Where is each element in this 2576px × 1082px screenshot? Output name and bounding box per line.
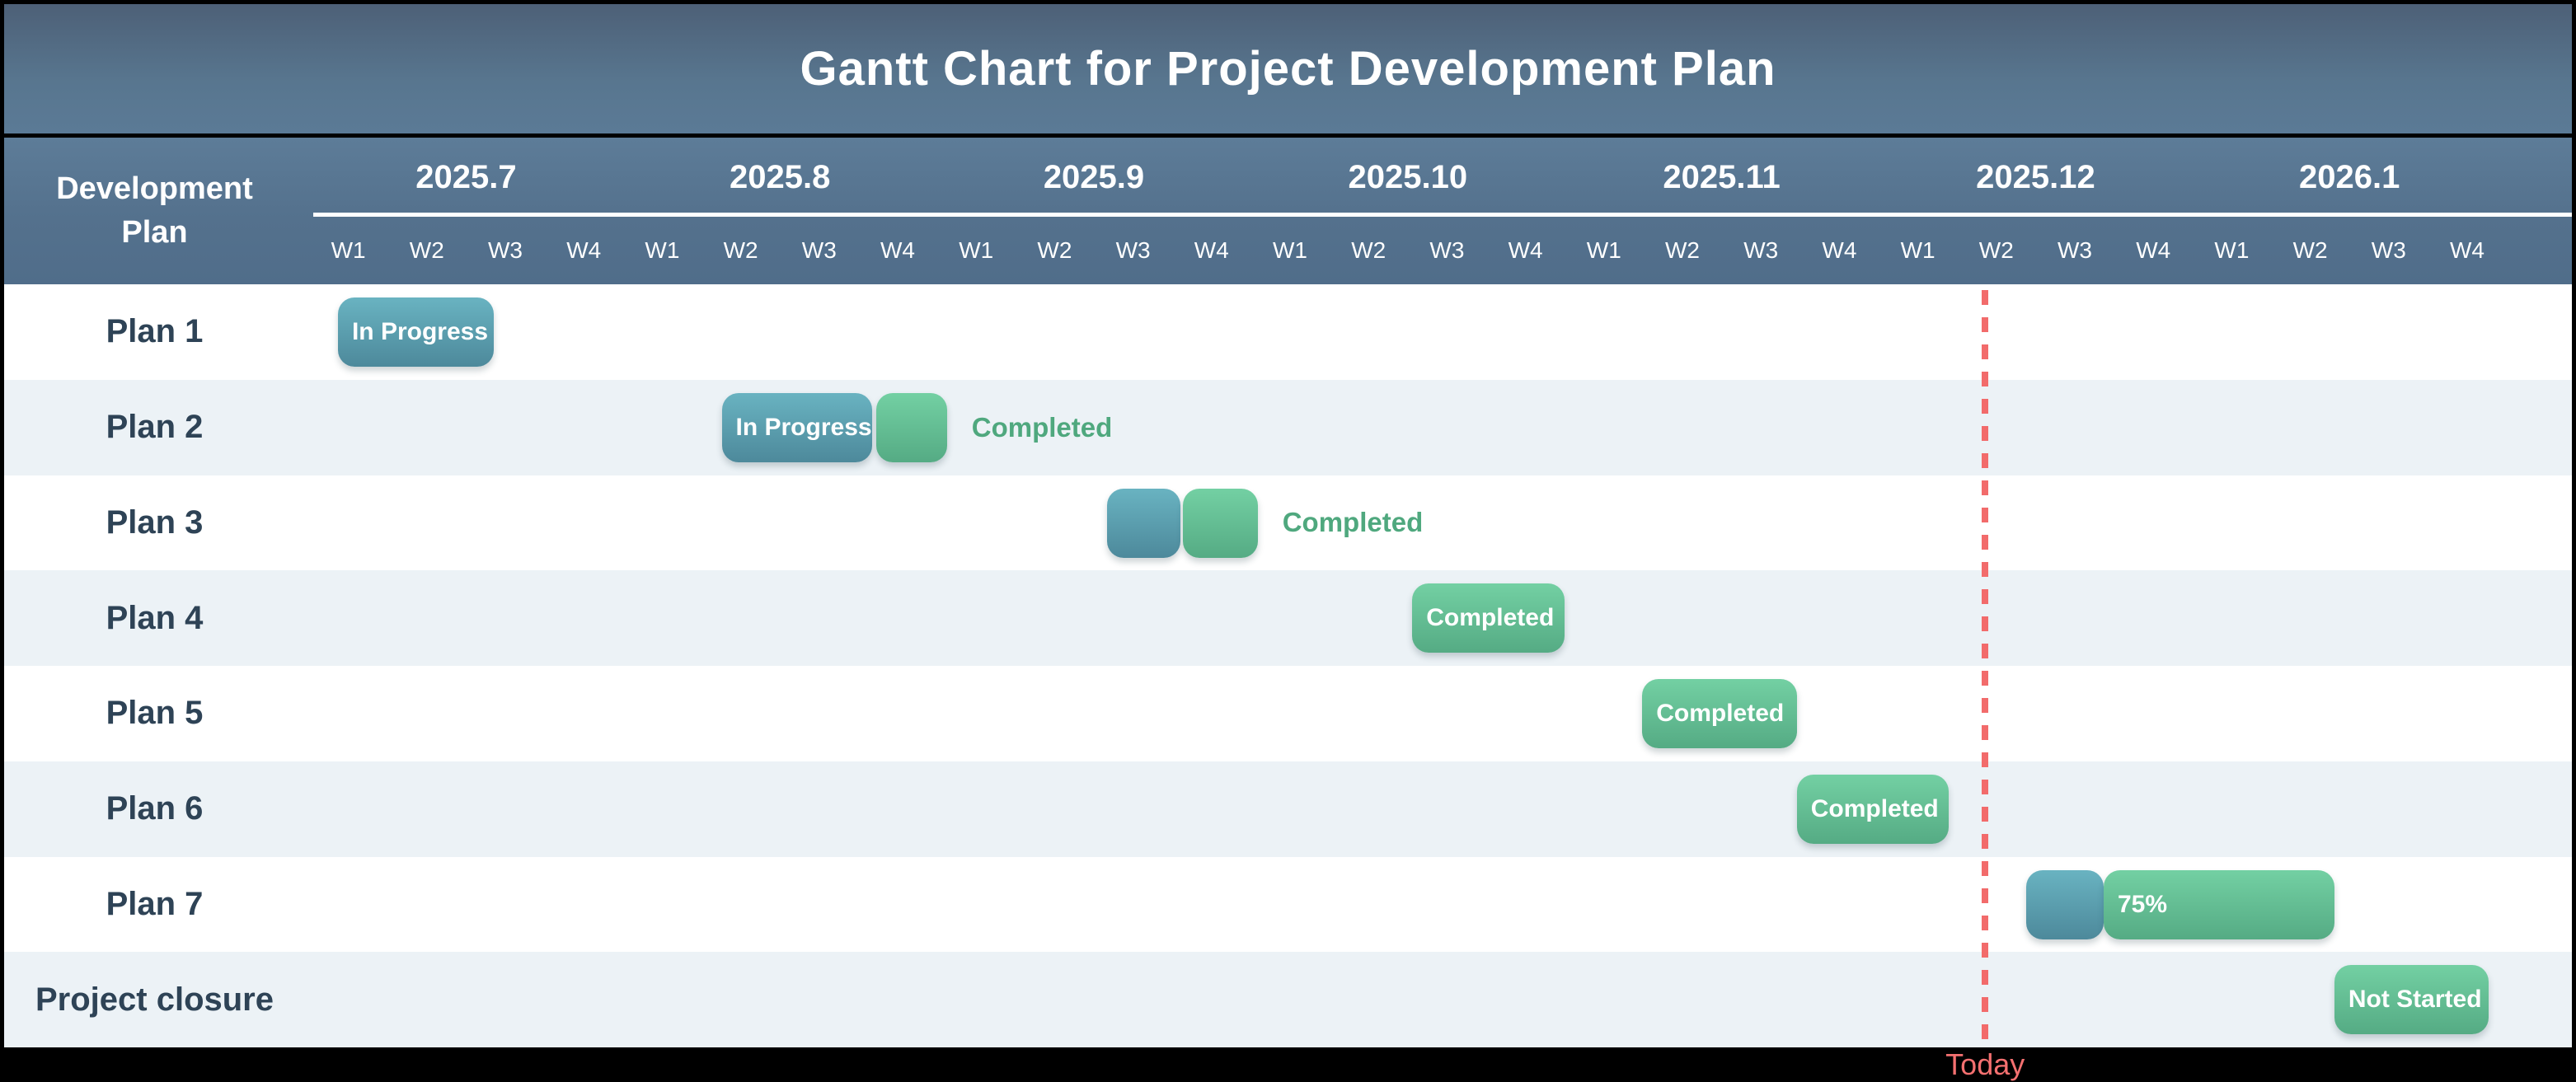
bar-label: Not Started <box>2348 986 2482 1014</box>
today-label: Today <box>1945 1047 2025 1081</box>
row-side-status-label: Completed <box>971 411 1113 443</box>
week-label: W3 <box>1743 237 1779 263</box>
gantt-row: Plan 7 75% <box>4 857 2572 953</box>
gantt-bar[interactable]: 75% <box>2103 869 2334 939</box>
week-label: W4 <box>2136 237 2171 263</box>
month-label: 2025.10 <box>1348 158 1468 195</box>
month-label: 2025.12 <box>1976 158 2095 195</box>
gantt-bar[interactable] <box>1183 488 1258 558</box>
row-label: Plan 4 <box>106 599 204 636</box>
today-line <box>1982 290 1989 1042</box>
row-label: Plan 2 <box>106 409 204 446</box>
week-label: W1 <box>1272 237 1307 263</box>
bottom-bar: Today <box>0 1047 2576 1082</box>
week-label: W2 <box>1664 237 1700 263</box>
gantt-bar[interactable]: Completed <box>1796 774 1950 844</box>
week-label: W4 <box>1822 237 1857 263</box>
gantt-bar[interactable]: Completed <box>1412 583 1565 653</box>
week-label: W1 <box>1900 237 1936 263</box>
week-label: W3 <box>487 237 523 263</box>
row-label: Project closure <box>35 981 274 1018</box>
week-label: W3 <box>1429 237 1465 263</box>
gantt-row: Plan 3 Completed <box>4 475 2572 571</box>
bar-label: In Progress <box>351 318 489 345</box>
week-label: W1 <box>959 237 994 263</box>
month-label: 2025.11 <box>1663 158 1781 195</box>
month-underline <box>313 213 2572 217</box>
gantt-bar[interactable]: Completed <box>1642 679 1797 748</box>
gantt-row: Plan 6 Completed <box>4 761 2572 857</box>
month-label: 2025.7 <box>415 158 517 195</box>
week-label: W3 <box>801 237 837 263</box>
gantt-row: Project closure Not Started <box>4 952 2572 1047</box>
week-label: W3 <box>1115 237 1151 263</box>
week-label: W2 <box>1037 237 1072 263</box>
month-label: 2025.8 <box>730 158 831 195</box>
row-side-status-label: Completed <box>1282 507 1424 538</box>
week-label: W4 <box>880 237 915 263</box>
week-label: W4 <box>1508 237 1543 263</box>
gantt-bar[interactable]: Not Started <box>2334 965 2489 1035</box>
week-label: W1 <box>331 237 366 263</box>
gantt-row: Plan 2 In Progress Completed <box>4 379 2572 475</box>
row-label: Plan 7 <box>106 885 204 922</box>
week-label: W4 <box>2449 237 2485 263</box>
week-label: W1 <box>1586 237 1621 263</box>
week-label: W3 <box>2371 237 2406 263</box>
gantt-row: Plan 4 Completed <box>4 570 2572 666</box>
week-label: W3 <box>2057 237 2092 263</box>
bar-label: In Progress <box>735 413 872 441</box>
corner-header-line1: Development <box>56 171 253 206</box>
gantt-row: Plan 5 Completed <box>4 666 2572 761</box>
corner-header: Development Plan <box>4 138 305 284</box>
gantt-bar[interactable] <box>1106 488 1181 558</box>
month-label: 2026.1 <box>2299 158 2400 195</box>
week-label: W2 <box>1978 237 2014 263</box>
week-label: W2 <box>409 237 444 263</box>
gantt-bar[interactable]: In Progress <box>337 297 495 367</box>
gantt-rows-area: Plan 1 In Progress Plan 2 In Progress Comple… <box>4 284 2572 1047</box>
corner-header-line2: Plan <box>121 215 188 250</box>
week-label: W2 <box>723 237 758 263</box>
page-title: Gantt Chart for Project Development Plan <box>800 42 1776 96</box>
gantt-bar[interactable] <box>876 392 947 462</box>
row-label: Plan 6 <box>106 790 204 827</box>
gantt-bar[interactable] <box>2025 869 2104 939</box>
week-label: W1 <box>645 237 680 263</box>
bar-label: Completed <box>1426 604 1555 632</box>
bar-label: 75% <box>2117 890 2168 918</box>
bar-label: Completed <box>1810 794 1939 822</box>
row-label: Plan 3 <box>106 504 204 541</box>
week-label: W2 <box>1351 237 1387 263</box>
row-label: Plan 5 <box>106 695 204 732</box>
week-label: W2 <box>2292 237 2328 263</box>
row-label: Plan 1 <box>106 313 204 350</box>
gantt-bar[interactable]: In Progress <box>721 392 873 462</box>
timeline-header: Development Plan 2025.7 2025.8 2025.9 2025.… <box>4 138 2572 284</box>
week-label: W4 <box>566 237 602 263</box>
title-band: Gantt Chart for Project Development Plan <box>4 4 2572 133</box>
bar-label: Completed <box>1656 700 1785 727</box>
month-label: 2025.9 <box>1043 158 1145 195</box>
week-label: W1 <box>2214 237 2250 263</box>
week-label: W4 <box>1194 237 1229 263</box>
gantt-row: Plan 1 In Progress <box>4 284 2572 380</box>
